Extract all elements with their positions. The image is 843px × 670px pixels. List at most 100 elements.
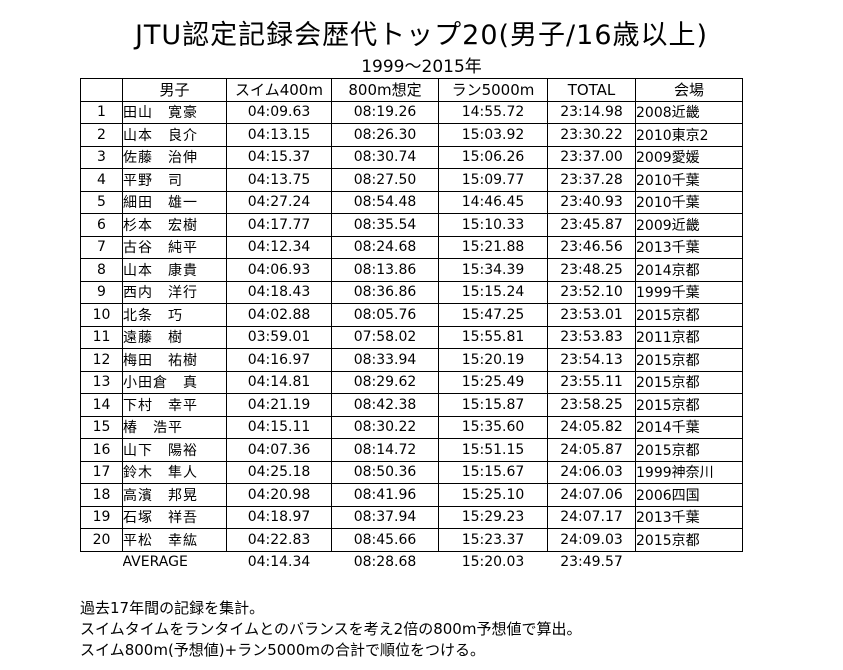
swim-400m-time: 04:17.77 (226, 213, 332, 237)
swim-400m-time: 04:25.18 (226, 460, 332, 484)
athlete-name: 椿 浩平 (122, 415, 227, 439)
table-row: 18 高濱 邦晃 04:20.98 08:41.96 15:25.10 24:07.06 2… (80, 483, 743, 507)
swim-800m-estimate: 08:19.26 (331, 100, 439, 124)
run-5000m-time: 15:47.25 (438, 303, 548, 327)
venue-cell: 2014千葉 (635, 415, 743, 439)
venue-cell: 2010東京2 (635, 123, 743, 147)
total-time: 23:37.28 (547, 168, 636, 192)
rank-cell: 17 (80, 460, 123, 484)
swim-800m-estimate: 08:37.94 (331, 505, 439, 529)
swim-400m-time: 04:02.88 (226, 303, 332, 327)
athlete-name: 北条 巧 (122, 303, 227, 327)
run-5000m-time: 14:55.72 (438, 100, 548, 124)
venue-cell: 2015京都 (635, 348, 743, 372)
rank-cell: 6 (80, 213, 123, 237)
venue-cell: 2015京都 (635, 303, 743, 327)
table-row: 6 杉本 宏樹 04:17.77 08:35.54 15:10.33 23:45.87 20… (80, 213, 743, 237)
total-time: 24:07.17 (547, 505, 636, 529)
run-5000m-time: 15:25.49 (438, 370, 548, 394)
venue-cell: 2014京都 (635, 258, 743, 282)
athlete-name: 佐藤 治伸 (122, 145, 227, 169)
total-time: 23:58.25 (547, 393, 636, 417)
rank-cell: 3 (80, 145, 123, 169)
venue-cell: 2013千葉 (635, 505, 743, 529)
header-total: TOTAL (547, 78, 636, 102)
note-line: 過去17年間の記録を集計。 (80, 599, 265, 617)
total-time: 23:45.87 (547, 213, 636, 237)
run-5000m-time: 15:06.26 (438, 145, 548, 169)
athlete-name: 田山 寛豪 (122, 100, 227, 124)
venue-cell: 2009近畿 (635, 213, 743, 237)
rank-cell: 15 (80, 415, 123, 439)
table-header-row: 男子 スイム400m 800m想定 ラン5000m TOTAL 会場 (80, 78, 743, 102)
table-row: 9 西内 洋行 04:18.43 08:36.86 15:15.24 23:52.10 19… (80, 280, 743, 304)
athlete-name: 山本 康貴 (122, 258, 227, 282)
athlete-name: 小田倉 真 (122, 370, 227, 394)
athlete-name: 細田 雄一 (122, 190, 227, 214)
average-label: AVERAGE (122, 554, 188, 571)
rank-cell: 9 (80, 280, 123, 304)
swim-800m-estimate: 08:24.68 (331, 235, 439, 259)
swim-400m-time: 04:27.24 (226, 190, 332, 214)
rank-cell: 12 (80, 348, 123, 372)
note-line: スイムタイムをランタイムとのバランスを考え2倍の800m予想値で算出。 (80, 620, 582, 638)
ranking-body: 1 田山 寛豪 04:09.63 08:19.26 14:55.72 23:14.98 20… (80, 100, 743, 552)
header-swim-800m-estimate: 800m想定 (331, 78, 439, 102)
run-5000m-time: 14:46.45 (438, 190, 548, 214)
run-5000m-time: 15:15.87 (438, 393, 548, 417)
table-row: 10 北条 巧 04:02.88 08:05.76 15:47.25 23:53.01 20… (80, 303, 743, 327)
total-time: 23:46.56 (547, 235, 636, 259)
total-time: 23:52.10 (547, 280, 636, 304)
table-row: 20 平松 幸紘 04:22.83 08:45.66 15:23.37 24:09.03 2… (80, 528, 743, 552)
rank-cell: 5 (80, 190, 123, 214)
swim-400m-time: 04:16.97 (226, 348, 332, 372)
swim-400m-time: 04:15.11 (226, 415, 332, 439)
swim-400m-time: 04:07.36 (226, 438, 332, 462)
total-time: 24:07.06 (547, 483, 636, 507)
swim-800m-estimate: 08:36.86 (331, 280, 439, 304)
swim-400m-time: 04:06.93 (226, 258, 332, 282)
swim-800m-estimate: 08:30.22 (331, 415, 439, 439)
athlete-name: 遠藤 樹 (122, 325, 227, 349)
run-5000m-time: 15:25.10 (438, 483, 548, 507)
venue-cell: 2010千葉 (635, 168, 743, 192)
run-5000m-time: 15:15.67 (438, 460, 548, 484)
venue-cell: 2015京都 (635, 370, 743, 394)
swim-800m-estimate: 08:14.72 (331, 438, 439, 462)
athlete-name: 西内 洋行 (122, 280, 227, 304)
total-time: 23:54.13 (547, 348, 636, 372)
athlete-name: 古谷 純平 (122, 235, 227, 259)
swim-400m-time: 04:14.81 (226, 370, 332, 394)
run-5000m-time: 15:15.24 (438, 280, 548, 304)
table-row: 3 佐藤 治伸 04:15.37 08:30.74 15:06.26 23:37.00 20… (80, 145, 743, 169)
header-name: 男子 (122, 78, 227, 102)
athlete-name: 杉本 宏樹 (122, 213, 227, 237)
swim-800m-estimate: 08:26.30 (331, 123, 439, 147)
venue-cell: 2015京都 (635, 438, 743, 462)
athlete-name: 平松 幸紘 (122, 528, 227, 552)
table-row: 4 平野 司 04:13.75 08:27.50 15:09.77 23:37.28 201… (80, 168, 743, 192)
athlete-name: 石塚 祥吾 (122, 505, 227, 529)
swim-400m-time: 04:15.37 (226, 145, 332, 169)
table-row: 17 鈴木 隼人 04:25.18 08:50.36 15:15.67 24:06.03 1… (80, 460, 743, 484)
rank-cell: 2 (80, 123, 123, 147)
athlete-name: 山下 陽裕 (122, 438, 227, 462)
venue-cell: 1999千葉 (635, 280, 743, 304)
run-5000m-time: 15:23.37 (438, 528, 548, 552)
swim-800m-estimate: 08:35.54 (331, 213, 439, 237)
venue-cell: 2015京都 (635, 528, 743, 552)
run-5000m-time: 15:34.39 (438, 258, 548, 282)
header-rank (80, 78, 123, 102)
table-row: 15 椿 浩平 04:15.11 08:30.22 15:35.60 24:05.82 20… (80, 415, 743, 439)
rank-cell: 18 (80, 483, 123, 507)
rank-cell: 8 (80, 258, 123, 282)
header-run-5000m: ラン5000m (438, 78, 548, 102)
swim-800m-estimate: 08:33.94 (331, 348, 439, 372)
total-time: 23:37.00 (547, 145, 636, 169)
swim-800m-estimate: 08:45.66 (331, 528, 439, 552)
table-row: 12 梅田 祐樹 04:16.97 08:33.94 15:20.19 23:54.13 2… (80, 348, 743, 372)
swim-800m-estimate: 08:27.50 (331, 168, 439, 192)
run-5000m-time: 15:10.33 (438, 213, 548, 237)
total-time: 24:09.03 (547, 528, 636, 552)
run-5000m-time: 15:21.88 (438, 235, 548, 259)
